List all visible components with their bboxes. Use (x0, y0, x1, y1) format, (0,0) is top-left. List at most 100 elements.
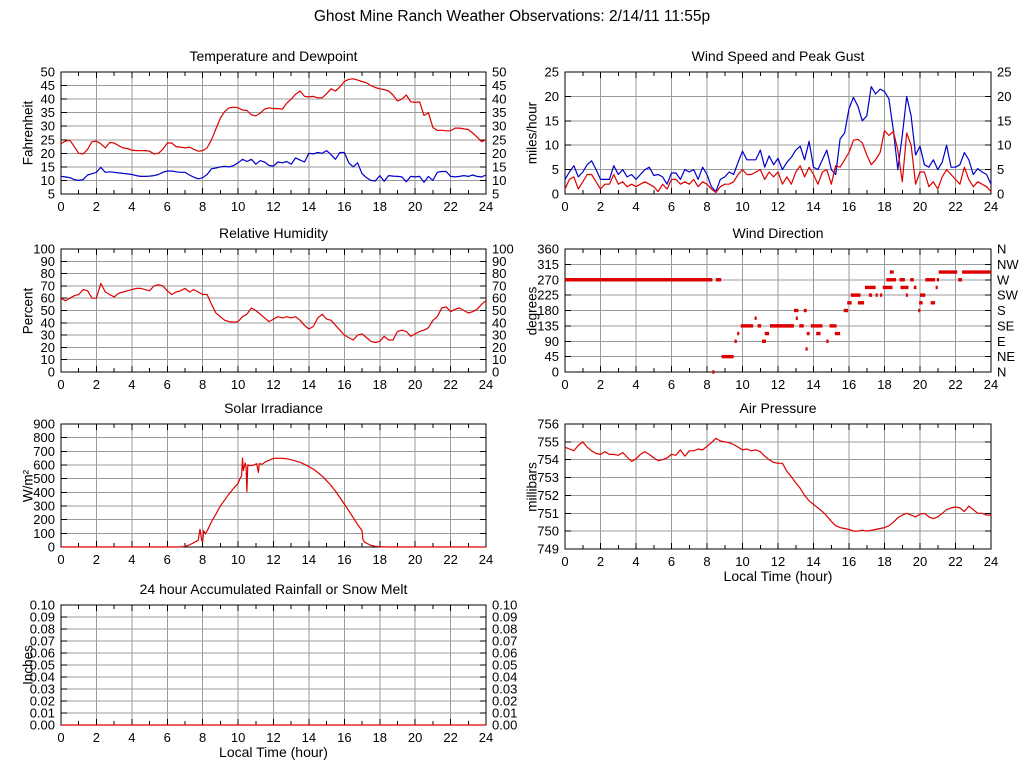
chart-title: Wind Direction (732, 225, 824, 241)
svg-text:6: 6 (164, 552, 171, 567)
svg-text:2: 2 (597, 199, 604, 214)
svg-text:0: 0 (561, 377, 568, 392)
y-axis-label: Fahrenheit (20, 100, 36, 166)
svg-text:22: 22 (443, 730, 457, 745)
svg-text:16: 16 (337, 730, 351, 745)
svg-text:16: 16 (337, 199, 351, 214)
svg-text:45: 45 (545, 349, 559, 364)
svg-text:16: 16 (842, 377, 856, 392)
svg-text:80: 80 (492, 266, 506, 281)
svg-text:16: 16 (842, 199, 856, 214)
svg-text:0.09: 0.09 (30, 610, 55, 625)
svg-text:5: 5 (492, 187, 499, 202)
svg-text:700: 700 (33, 444, 55, 459)
svg-text:24: 24 (479, 199, 493, 214)
svg-text:30: 30 (41, 328, 55, 343)
svg-text:10: 10 (231, 377, 245, 392)
svg-text:50: 50 (41, 65, 55, 80)
svg-text:18: 18 (373, 730, 387, 745)
svg-text:W: W (997, 272, 1010, 287)
svg-text:10: 10 (231, 730, 245, 745)
svg-text:180: 180 (537, 303, 559, 318)
svg-text:0: 0 (48, 540, 55, 555)
svg-text:270: 270 (537, 272, 559, 287)
y-axis-label: miles/hour (524, 101, 540, 165)
svg-text:0.07: 0.07 (30, 634, 55, 649)
y-axis-label: degrees (524, 286, 540, 335)
svg-text:300: 300 (33, 499, 55, 514)
svg-text:24: 24 (984, 554, 998, 569)
svg-text:12: 12 (771, 554, 785, 569)
svg-text:8: 8 (199, 552, 206, 567)
svg-text:35: 35 (41, 105, 55, 120)
svg-text:6: 6 (164, 730, 171, 745)
y-axis-label: millibars (524, 461, 540, 512)
svg-text:18: 18 (373, 552, 387, 567)
svg-text:N: N (997, 365, 1006, 380)
svg-text:0.03: 0.03 (30, 682, 55, 697)
svg-text:20: 20 (913, 554, 927, 569)
svg-text:12: 12 (266, 552, 280, 567)
svg-text:15: 15 (997, 113, 1011, 128)
svg-text:2: 2 (93, 377, 100, 392)
svg-text:25: 25 (492, 132, 506, 147)
svg-text:8: 8 (199, 377, 206, 392)
svg-text:0: 0 (561, 199, 568, 214)
svg-text:24: 24 (984, 377, 998, 392)
svg-text:18: 18 (877, 554, 891, 569)
svg-text:30: 30 (492, 328, 506, 343)
svg-text:500: 500 (33, 471, 55, 486)
svg-text:754: 754 (537, 452, 559, 467)
svg-text:10: 10 (735, 554, 749, 569)
svg-text:10: 10 (735, 199, 749, 214)
chart-title: Solar Irradiance (224, 400, 323, 416)
svg-text:8: 8 (199, 730, 206, 745)
svg-text:22: 22 (948, 377, 962, 392)
svg-text:18: 18 (373, 199, 387, 214)
chart-title: Air Pressure (739, 400, 817, 416)
svg-text:10: 10 (735, 377, 749, 392)
chart-title: Temperature and Dewpoint (189, 48, 358, 64)
svg-text:15: 15 (492, 159, 506, 174)
chart-title: 24 hour Accumulated Rainfall or Snow Mel… (139, 581, 408, 597)
svg-text:16: 16 (842, 554, 856, 569)
svg-text:8: 8 (703, 554, 710, 569)
svg-text:45: 45 (41, 78, 55, 93)
svg-text:0: 0 (48, 365, 55, 380)
svg-text:2: 2 (93, 199, 100, 214)
svg-text:0: 0 (57, 552, 64, 567)
svg-text:4: 4 (632, 199, 639, 214)
svg-text:22: 22 (948, 199, 962, 214)
svg-text:0.08: 0.08 (492, 622, 517, 637)
svg-text:751: 751 (537, 506, 559, 521)
svg-text:0: 0 (492, 365, 499, 380)
svg-text:14: 14 (302, 730, 316, 745)
svg-text:50: 50 (492, 303, 506, 318)
svg-text:24: 24 (984, 199, 998, 214)
svg-text:20: 20 (997, 89, 1011, 104)
svg-text:35: 35 (492, 105, 506, 120)
svg-text:N: N (997, 242, 1006, 257)
svg-text:12: 12 (771, 377, 785, 392)
svg-text:14: 14 (302, 552, 316, 567)
svg-text:14: 14 (806, 199, 820, 214)
svg-text:755: 755 (537, 434, 559, 449)
svg-text:2: 2 (597, 377, 604, 392)
svg-text:20: 20 (408, 377, 422, 392)
svg-text:2: 2 (597, 554, 604, 569)
svg-text:40: 40 (492, 92, 506, 107)
svg-text:24: 24 (479, 377, 493, 392)
svg-text:22: 22 (443, 377, 457, 392)
svg-text:100: 100 (492, 242, 514, 257)
svg-text:20: 20 (492, 340, 506, 355)
rainfall-plot: 0 2 4 6 8 10 12 14 16 18 20 22 240.00 0.000.01 0.010.0… (30, 598, 518, 746)
svg-text:NE: NE (997, 349, 1015, 364)
x-axis-label: Local Time (hour) (219, 744, 328, 760)
svg-text:4: 4 (128, 377, 135, 392)
svg-text:600: 600 (33, 458, 55, 473)
svg-text:5: 5 (48, 187, 55, 202)
